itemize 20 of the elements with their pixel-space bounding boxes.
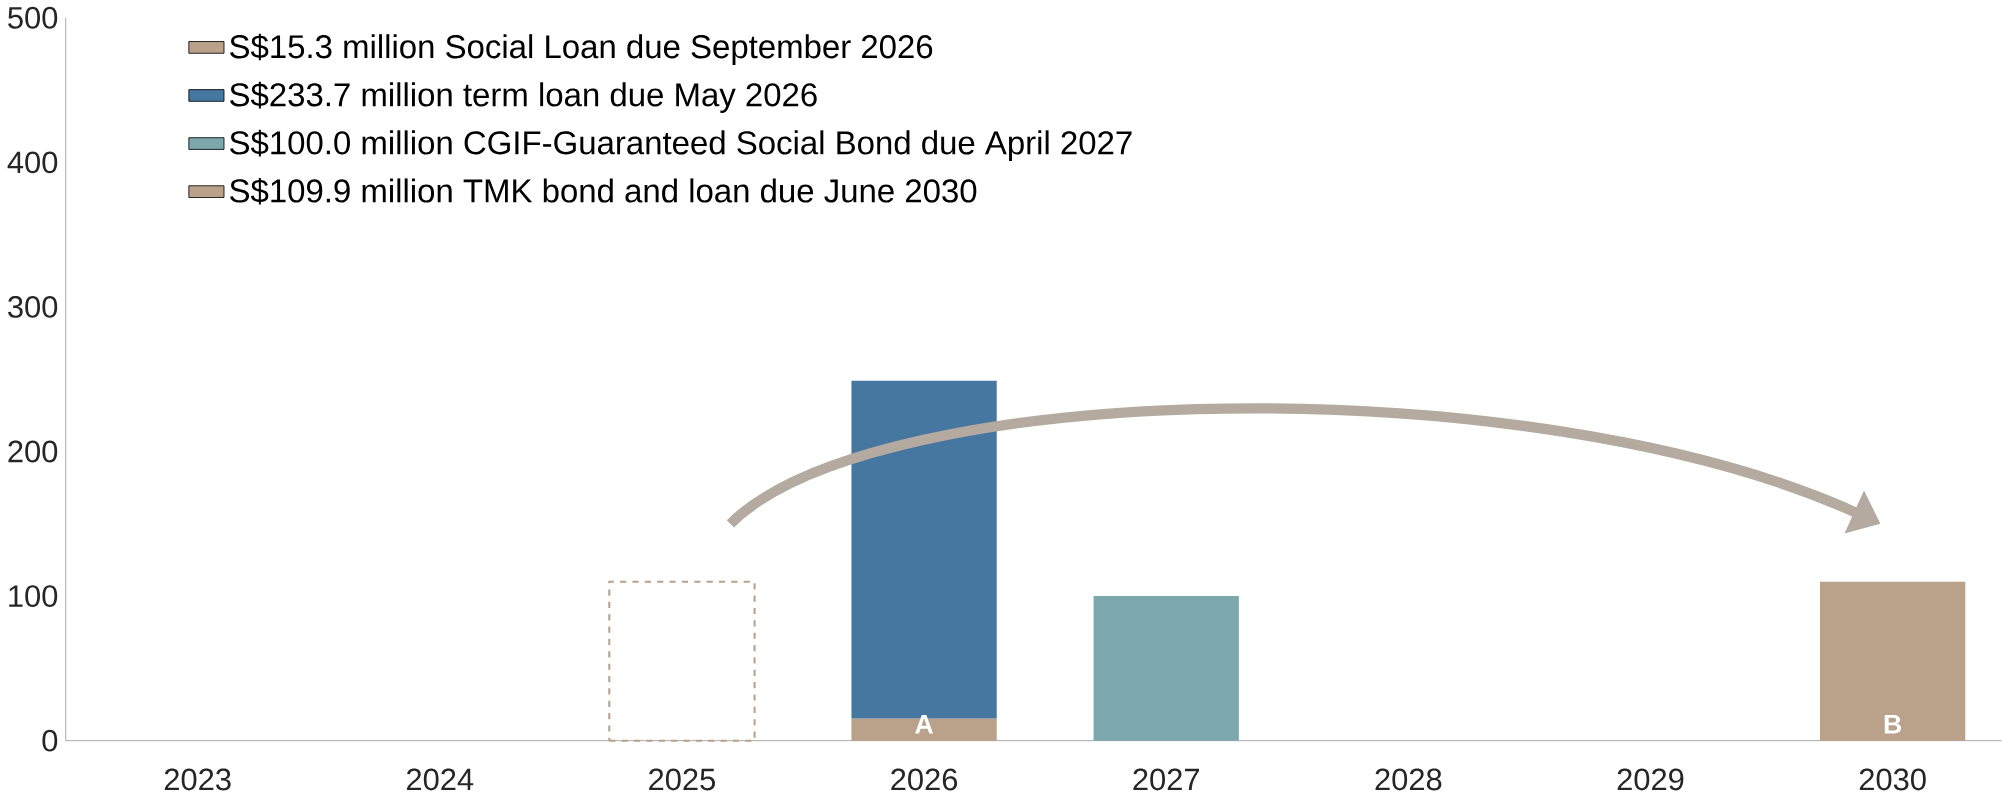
- annotation: A: [915, 714, 934, 734]
- x-tick-label: 2025: [649, 768, 715, 791]
- x-tick-label: 2030: [1859, 768, 1926, 791]
- y-tick-label: 400: [7, 151, 58, 174]
- x-tick-label: 2024: [406, 768, 474, 791]
- legend-label: S$15.3 million Social Loan due September 2026: [230, 33, 933, 65]
- legend-label: S$100.0 million CGIF-Guaranteed Social Bond due April 2027: [230, 129, 1132, 161]
- x-tick-label: 2023: [164, 768, 231, 791]
- x-tick-label: 2029: [1617, 768, 1684, 791]
- legend-label: S$233.7 million term loan due May 2026: [230, 81, 817, 113]
- annotation: B: [1884, 714, 1902, 734]
- x-tick-label: 2028: [1375, 768, 1442, 791]
- y-tick-label: 100: [9, 585, 58, 607]
- y-tick-label: 500: [8, 6, 58, 29]
- y-tick-label: 200: [8, 440, 58, 463]
- x-tick-label: 2027: [1133, 768, 1200, 791]
- y-tick-label: 0: [42, 729, 58, 752]
- legend-label: S$109.9 million TMK bond and loan due June 2030: [230, 177, 977, 205]
- x-tick-label: 2026: [891, 768, 958, 791]
- y-tick-label: 300: [8, 295, 58, 318]
